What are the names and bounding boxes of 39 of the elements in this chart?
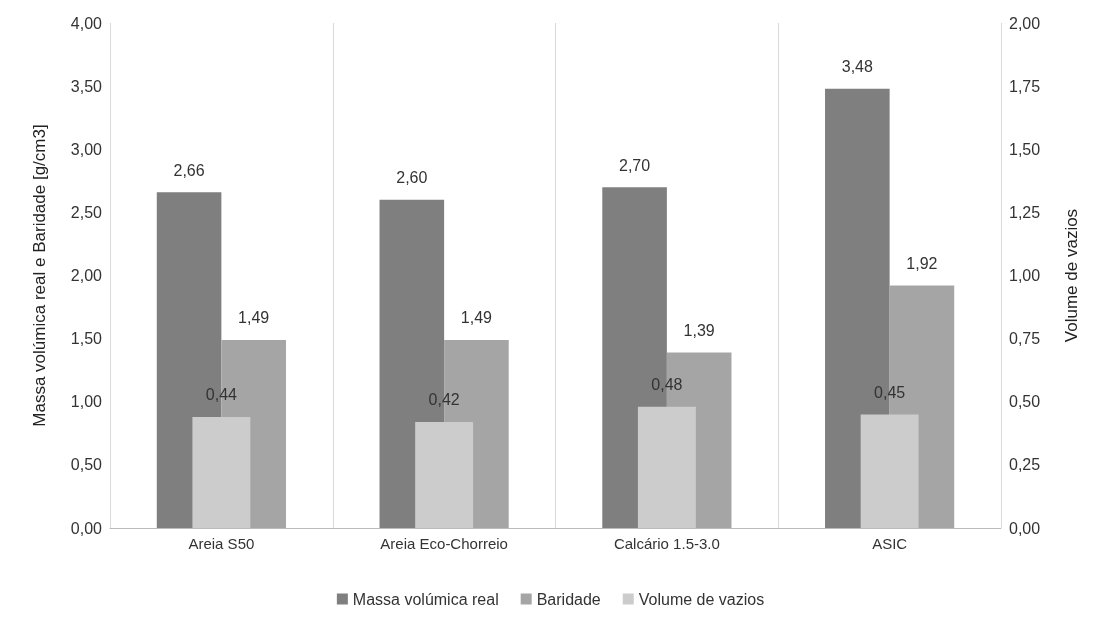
data-label: 1,92 [906,255,938,273]
data-label: 0,42 [428,391,460,409]
x-tick-label: ASIC [872,535,908,552]
data-label: 0,45 [874,383,906,401]
y2-tick-label: 0,75 [1009,330,1041,348]
y-tick-label: 0,00 [70,519,103,537]
data-label: 0,44 [205,386,238,404]
y2-axis-title: Volume de vazios [1062,208,1081,343]
y2-tick-label: 2,00 [1009,14,1041,32]
data-label: 0,48 [651,376,683,394]
legend-label: Massa volúmica real [352,590,499,608]
x-tick-label: Areia Eco-Chorreio [380,535,508,552]
y2-tick-label: 0,25 [1009,456,1041,474]
y2-tick-label: 1,50 [1009,140,1041,158]
y-axis-title: Massa volúmica real e Baridade [g/cm3] [30,124,49,427]
y2-tick-label: 0,50 [1009,393,1041,411]
data-label: 1,49 [460,309,493,327]
x-tick-label: Calcário 1.5-3.0 [613,535,720,552]
y2-tick-label: 1,25 [1009,203,1041,221]
y2-tick-label: 0,00 [1009,519,1041,537]
y2-tick-label: 1,75 [1009,77,1041,95]
data-label: 1,39 [683,322,715,340]
data-label: 2,66 [173,161,205,179]
y-tick-label: 3,50 [70,77,103,95]
legend-label: Volume de vazios [638,590,765,608]
y-tick-label: 1,50 [70,330,103,348]
data-label: 2,70 [619,156,651,174]
y-tick-label: 3,00 [70,140,103,158]
y-tick-label: 2,50 [70,203,103,221]
legend-label: Baridade [536,590,601,608]
y-tick-label: 1,00 [70,393,103,411]
x-tick-label: Areia S50 [188,535,255,552]
y-tick-label: 4,00 [70,14,103,32]
y2-tick-label: 1,00 [1009,267,1041,284]
y-tick-label: 0,50 [70,456,103,474]
y-tick-label: 2,00 [70,267,103,284]
data-label: 3,48 [841,58,873,76]
data-label: 1,49 [238,309,270,327]
data-label: 2,60 [396,169,428,187]
